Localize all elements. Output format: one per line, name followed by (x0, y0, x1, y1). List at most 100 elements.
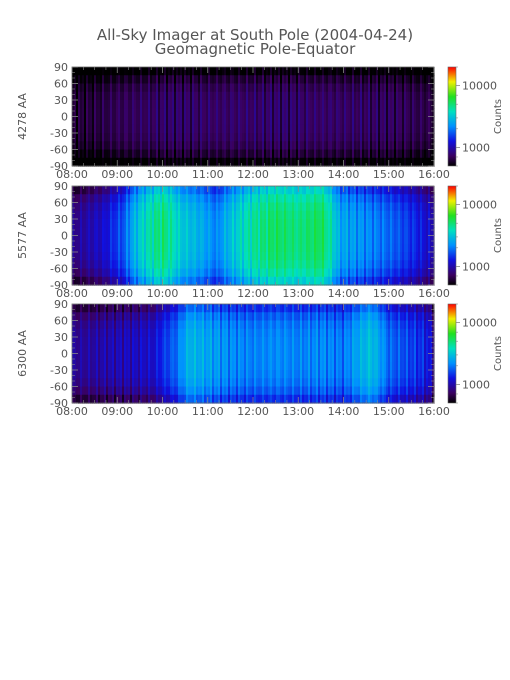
heatmap-cell (72, 345, 75, 355)
heatmap-cell (412, 194, 415, 204)
heatmap-cell (118, 276, 121, 286)
heatmap-cell (276, 243, 279, 253)
heatmap-cell (410, 235, 413, 245)
heatmap-cell (132, 394, 135, 404)
heatmap-cell (380, 252, 383, 261)
heatmap-cell (404, 219, 407, 228)
heatmap-cell (154, 268, 157, 278)
heatmap-cell (370, 210, 373, 220)
heatmap-cell (142, 219, 145, 228)
heatmap-cell (80, 227, 83, 237)
heatmap-cell (308, 186, 311, 195)
heatmap-cell (160, 83, 163, 93)
heatmap-cell (344, 133, 347, 142)
heatmap-cell (104, 133, 107, 142)
heatmap-cell (100, 116, 103, 126)
heatmap-cell (140, 235, 143, 245)
heatmap-cell (106, 320, 109, 330)
heatmap-cell (430, 149, 433, 159)
heatmap-cell (306, 227, 309, 237)
heatmap-cell (108, 133, 111, 142)
heatmap-cell (368, 133, 371, 142)
heatmap-cell (72, 194, 75, 204)
heatmap-cell (134, 219, 137, 228)
heatmap-cell (212, 243, 215, 253)
heatmap-cell (134, 141, 137, 151)
heatmap-cell (418, 157, 421, 167)
heatmap-cell (310, 133, 313, 142)
heatmap-cell (390, 194, 393, 204)
heatmap-cell (216, 83, 219, 93)
heatmap-cell (144, 235, 147, 245)
heatmap-cell (422, 108, 425, 118)
heatmap-cell (168, 149, 171, 159)
heatmap-cell (246, 133, 249, 142)
heatmap-cell (240, 202, 243, 212)
heatmap-cell (92, 312, 95, 322)
heatmap-cell (348, 83, 351, 93)
heatmap-cell (104, 219, 107, 228)
heatmap-cell (332, 108, 335, 118)
heatmap-cell (414, 268, 417, 278)
heatmap-cell (274, 108, 277, 118)
heatmap-cell (84, 133, 87, 142)
heatmap-cell (320, 252, 323, 261)
heatmap-cell (196, 219, 199, 228)
heatmap-cell (166, 194, 169, 204)
heatmap-cell (108, 328, 111, 338)
heatmap-cell (358, 133, 361, 142)
heatmap-cell (210, 268, 213, 278)
heatmap-cell (182, 260, 185, 270)
heatmap-cell (224, 268, 227, 278)
heatmap-cell (278, 124, 281, 134)
heatmap-cell (364, 141, 367, 151)
heatmap-cell (362, 116, 365, 126)
heatmap-cell (172, 202, 175, 212)
heatmap-cell (78, 133, 81, 142)
heatmap-cell (412, 133, 415, 142)
heatmap-cell (310, 116, 313, 126)
heatmap-cell (188, 100, 191, 109)
heatmap-cell (380, 202, 383, 212)
heatmap-cell (174, 157, 177, 167)
heatmap-cell (88, 194, 91, 204)
heatmap-cell (140, 186, 143, 195)
heatmap-cell (276, 219, 279, 228)
heatmap-cell (114, 304, 117, 313)
heatmap-cell (216, 268, 219, 278)
heatmap-cell (344, 141, 347, 151)
heatmap-cell (96, 361, 99, 371)
heatmap-cell (190, 276, 193, 286)
heatmap-cell (190, 194, 193, 204)
heatmap-cell (414, 276, 417, 286)
heatmap-cell (88, 67, 91, 76)
heatmap-cell (360, 235, 363, 245)
heatmap-cell (116, 320, 119, 330)
heatmap-cell (108, 243, 111, 253)
heatmap-cell (136, 133, 139, 142)
heatmap-cell (322, 75, 325, 85)
heatmap-cell (316, 186, 319, 195)
heatmap-cell (108, 83, 111, 93)
heatmap-cell (132, 100, 135, 109)
heatmap-cell (426, 202, 429, 212)
heatmap-cell (384, 219, 387, 228)
heatmap-cell (424, 252, 427, 261)
heatmap-cell (136, 243, 139, 253)
heatmap-cell (112, 83, 115, 93)
heatmap-cell (130, 361, 133, 371)
heatmap-cell (170, 157, 173, 167)
heatmap-cell (112, 219, 115, 228)
heatmap-cell (416, 235, 419, 245)
heatmap-cell (366, 141, 369, 151)
heatmap-cell (282, 75, 285, 85)
heatmap-cell (246, 149, 249, 159)
heatmap-cell (332, 227, 335, 237)
heatmap-cell (350, 243, 353, 253)
heatmap-cell (112, 394, 115, 404)
heatmap-cell (226, 202, 229, 212)
heatmap-cell (296, 243, 299, 253)
heatmap-cell (330, 268, 333, 278)
heatmap-cell (110, 91, 113, 101)
heatmap-cell (104, 210, 107, 220)
